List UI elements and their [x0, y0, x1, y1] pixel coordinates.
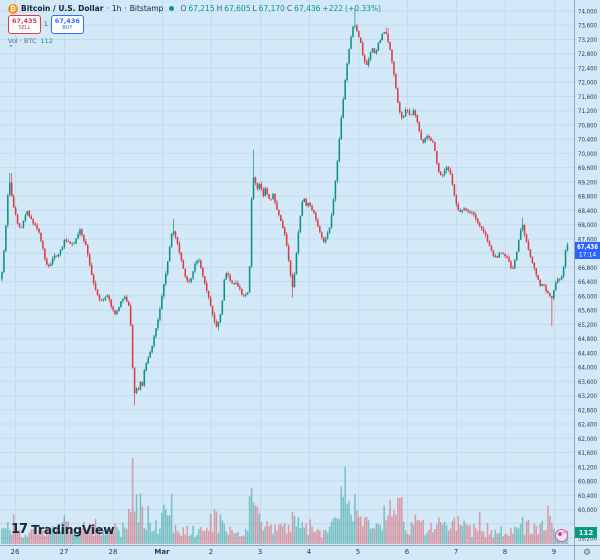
bar-countdown: 17:14 — [579, 252, 596, 259]
time-tick-label: 7 — [454, 548, 458, 556]
sell-label: SELL — [18, 24, 31, 31]
volume-legend: Vol · BTC 112 — [8, 37, 53, 45]
price-tick-label: 59,200 — [578, 535, 597, 543]
price-tick-label: 71,600 — [578, 93, 597, 101]
price-tick-label: 63,600 — [578, 378, 597, 386]
exchange-name[interactable]: Bitstamp — [129, 4, 164, 13]
buy-button[interactable]: 67,436 BUY — [50, 15, 84, 34]
price-tick-label: 70,800 — [578, 121, 597, 129]
price-tick-label: 63,200 — [578, 392, 597, 400]
low-value: 67,170 — [258, 4, 285, 13]
close-label: C — [286, 4, 293, 13]
buy-price: 67,436 — [54, 17, 80, 26]
volume-value-label: 112 — [575, 527, 597, 538]
price-tick-label: 68,800 — [578, 193, 597, 201]
grid-layer — [0, 0, 574, 545]
separator: · — [106, 4, 109, 13]
price-tick-label: 64,800 — [578, 335, 597, 343]
bitcoin-icon: ₿ — [8, 3, 18, 14]
time-tick-label: Mar — [154, 548, 170, 556]
chevron-up-icon[interactable]: ⌃ — [8, 44, 14, 52]
time-axis-labels: 26 27 28 Mar 2 3 4 5 6 7 8 9 — [11, 548, 557, 556]
price-tick-label: 66,800 — [578, 264, 597, 272]
price-tick-label: 72,400 — [578, 64, 597, 72]
change-value: +222 — [322, 4, 344, 13]
change-percent: (+0.33%) — [345, 4, 381, 13]
market-status-dot-icon[interactable] — [169, 6, 175, 11]
price-tick-label: 62,400 — [578, 421, 597, 429]
price-tick-label: 73,600 — [578, 22, 597, 30]
price-tick-label: 70,000 — [578, 150, 597, 158]
price-tick-label: 60,800 — [578, 478, 597, 486]
time-tick-label: 27 — [60, 548, 69, 556]
price-tick-label: 70,400 — [578, 136, 597, 144]
price-tick-label: 69,600 — [578, 164, 597, 172]
time-tick-label: 4 — [307, 548, 312, 556]
time-tick-label: 6 — [405, 548, 410, 556]
price-tick-label: 65,200 — [578, 321, 597, 329]
time-scale[interactable] — [0, 545, 574, 560]
volume-legend-value: 112 — [40, 37, 53, 45]
chart-pane[interactable] — [0, 0, 574, 545]
price-tick-label: 61,600 — [578, 449, 597, 457]
time-tick-label: 26 — [11, 548, 20, 556]
symbol-name[interactable]: Bitcoin / U.S. Dollar — [21, 4, 104, 13]
interval-value[interactable]: 1h — [111, 4, 122, 13]
sticker-icon[interactable] — [555, 529, 568, 542]
buy-label: BUY — [62, 24, 73, 31]
price-tick-label: 73,200 — [578, 36, 597, 44]
price-tick-label: 67,600 — [578, 235, 597, 243]
candles-layer — [1, 8, 569, 406]
price-tick-label: 64,000 — [578, 364, 597, 372]
price-tick-label: 71,200 — [578, 107, 597, 115]
price-tick-label: 72,800 — [578, 50, 597, 58]
tradingview-mark-icon: 17 — [11, 522, 28, 537]
price-tick-label: 66,400 — [578, 278, 597, 286]
tradingview-logo[interactable]: 17 TradingView — [11, 522, 115, 537]
price-tick-label: 61,200 — [578, 463, 597, 471]
volume-bars — [1, 458, 569, 544]
time-tick-label: 28 — [109, 548, 118, 556]
open-value: 67,215 — [188, 4, 215, 13]
price-tick-label: 66,000 — [578, 292, 597, 300]
gear-icon[interactable]: ⚙ — [582, 547, 592, 558]
time-tick-label: 8 — [503, 548, 507, 556]
symbol-header: ₿ Bitcoin / U.S. Dollar · 1h · Bitstamp … — [8, 3, 381, 14]
volume-axis-value: 112 — [579, 529, 594, 537]
sell-price: 67,435 — [11, 17, 38, 26]
open-label: O — [180, 4, 187, 13]
trade-panel: 67,435 SELL 1 67,436 BUY — [8, 15, 84, 34]
time-tick-label: 5 — [356, 548, 360, 556]
price-tick-label: 68,400 — [578, 207, 597, 215]
price-tick-label: 69,200 — [578, 178, 597, 186]
time-tick-label: 3 — [258, 548, 262, 556]
price-tick-label: 65,600 — [578, 307, 597, 315]
high-label: H — [216, 4, 223, 13]
time-tick-label: 9 — [552, 548, 556, 556]
price-axis-labels: 74,000 73,600 73,200 72,800 72,400 72,000 71,6… — [578, 8, 597, 543]
price-tick-label: 64,400 — [578, 349, 597, 357]
price-tick-label: 68,000 — [578, 221, 597, 229]
separator: · — [124, 4, 127, 13]
time-tick-label: 2 — [209, 548, 213, 556]
price-tick-label: 62,000 — [578, 435, 597, 443]
volume-legend-label[interactable]: Vol · BTC — [8, 37, 37, 45]
price-tick-label: 62,800 — [578, 406, 597, 414]
sell-button[interactable]: 67,435 SELL — [8, 15, 41, 34]
close-value: 67,436 — [294, 4, 321, 13]
low-label: L — [252, 4, 257, 13]
ohlc-values: O 67,215 H 67,605 L 67,170 C 67,436 +222… — [180, 4, 381, 13]
last-price-value: 67,436 — [577, 243, 598, 251]
price-tick-label: 60,400 — [578, 492, 597, 500]
high-value: 67,605 — [224, 4, 251, 13]
tradingview-logo-text: TradingView — [31, 522, 115, 537]
price-tick-label: 74,000 — [578, 8, 597, 16]
spread-value: 1 — [44, 21, 48, 28]
price-tick-label: 60,000 — [578, 506, 597, 514]
price-tick-label: 72,000 — [578, 79, 597, 87]
